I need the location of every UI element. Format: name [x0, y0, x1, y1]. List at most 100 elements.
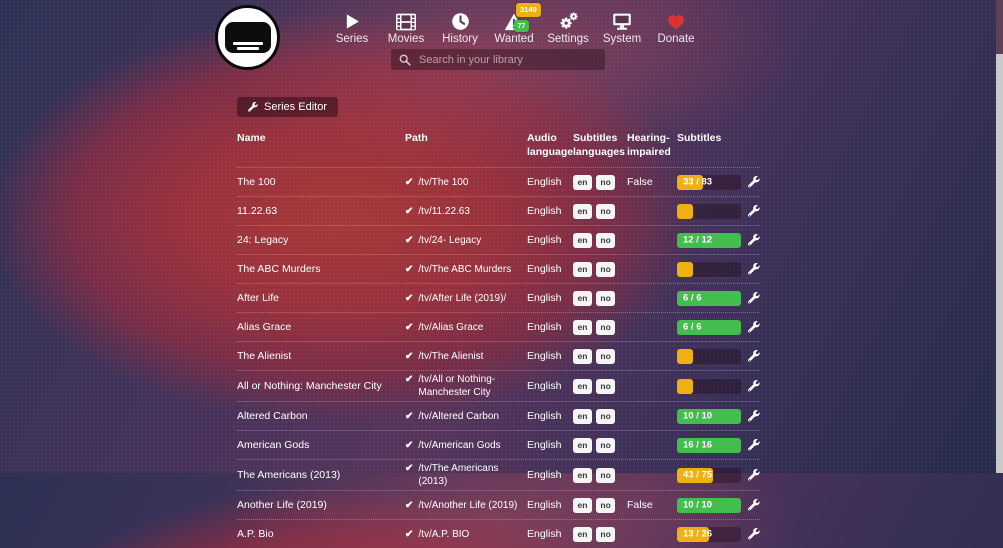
subtitles-progress-bar — [677, 203, 741, 219]
scrollbar-thumb[interactable] — [996, 0, 1003, 54]
table-row: 11.22.63 ✔ /tv/11.22.63 English en no — [237, 196, 760, 225]
subtitles-progress-label: 43 / 75 — [683, 469, 713, 481]
edit-series-button[interactable] — [743, 292, 760, 304]
subtitles-progress-label: 16 / 16 — [683, 439, 713, 451]
nav-label: History — [442, 33, 478, 45]
edit-series-button[interactable] — [743, 205, 760, 217]
lang-badge: no — [595, 467, 616, 483]
wrench-icon — [748, 439, 760, 451]
wrench-icon — [748, 205, 760, 217]
series-name-link[interactable]: A.P. Bio — [237, 527, 274, 540]
wrench-icon — [248, 102, 258, 112]
series-name-link[interactable]: Altered Carbon — [237, 409, 308, 422]
subtitles-progress-bar: 16 / 16 — [677, 437, 741, 453]
table-row: Another Life (2019) ✔ /tv/Another Life (… — [237, 490, 760, 519]
series-table: Name Path Audio language Subtitles langu… — [237, 132, 760, 548]
series-path-text: /tv/The Americans (2013) — [418, 463, 499, 488]
series-name-link[interactable]: The ABC Murders — [237, 262, 321, 275]
audio-language: English — [527, 205, 562, 218]
series-path-text: /tv/American Gods — [418, 439, 501, 451]
table-row: Altered Carbon ✔ /tv/Altered Carbon Engl… — [237, 401, 760, 430]
hearing-impaired-value: False — [627, 499, 653, 512]
nav-item-history[interactable]: History — [433, 7, 487, 45]
path-exists-check-icon: ✔ — [405, 499, 414, 511]
subtitles-progress-bar: 6 / 6 — [677, 290, 741, 306]
path-exists-check-icon: ✔ — [405, 374, 414, 386]
lang-badge: no — [595, 526, 616, 542]
lang-badge: no — [595, 348, 616, 364]
subtitles-progress-bar: 10 / 10 — [677, 408, 741, 424]
lang-badge: en — [573, 203, 592, 219]
column-header-name: Name — [237, 132, 266, 144]
path-exists-check-icon: ✔ — [405, 292, 414, 304]
bazarr-logo[interactable] — [215, 5, 280, 70]
edit-series-button[interactable] — [743, 469, 760, 481]
series-name-link[interactable]: American Gods — [237, 438, 310, 451]
table-row: Alias Grace ✔ /tv/Alias Grace English en… — [237, 312, 760, 341]
series-path-cell: ✔ /tv/American Gods — [405, 439, 527, 452]
wrench-icon — [748, 350, 760, 362]
series-path-text: /tv/The ABC Murders — [418, 263, 512, 275]
nav-label: Series — [335, 33, 369, 45]
subtitles-progress-fill — [677, 319, 741, 335]
series-name-link[interactable]: The 100 — [237, 175, 276, 188]
series-editor-label: Series Editor — [264, 101, 327, 113]
lang-badge: no — [595, 232, 616, 248]
edit-series-button[interactable] — [743, 410, 760, 422]
subtitles-progress-fill — [677, 378, 693, 394]
audio-language: English — [527, 321, 562, 334]
search-icon — [399, 54, 411, 66]
audio-language: English — [527, 380, 562, 393]
nav-item-donate[interactable]: Donate — [649, 7, 703, 45]
search-input[interactable] — [417, 52, 597, 67]
edit-series-button[interactable] — [743, 350, 760, 362]
series-path-cell: ✔ /tv/The Alienist — [405, 350, 527, 363]
audio-language: English — [527, 176, 562, 189]
nav-item-system[interactable]: System — [595, 7, 649, 45]
lang-badge: en — [573, 290, 592, 306]
subtitle-language-badges: en no — [573, 497, 627, 513]
series-editor-button[interactable]: Series Editor — [237, 97, 338, 117]
series-path-cell: ✔ /tv/The Americans (2013) — [405, 462, 527, 488]
edit-series-button[interactable] — [743, 380, 760, 392]
wrench-icon — [748, 234, 760, 246]
path-exists-check-icon: ✔ — [405, 528, 414, 540]
audio-language: English — [527, 350, 562, 363]
series-name-link[interactable]: 24: Legacy — [237, 233, 289, 246]
series-path-cell: ✔ /tv/All or Nothing- Manchester City — [405, 373, 527, 399]
lang-badge: no — [595, 174, 616, 190]
series-name-link[interactable]: Another Life (2019) — [237, 498, 327, 511]
lang-badge: no — [595, 203, 616, 219]
edit-series-button[interactable] — [743, 263, 760, 275]
edit-series-button[interactable] — [743, 528, 760, 540]
lang-badge: no — [595, 378, 616, 394]
edit-series-button[interactable] — [743, 234, 760, 246]
series-name-link[interactable]: The Americans (2013) — [237, 468, 341, 481]
subtitles-progress-bar: 33 / 83 — [677, 174, 741, 190]
series-page: Series Editor Name Path Audio language S… — [219, 97, 764, 548]
page-scrollbar[interactable] — [996, 0, 1003, 473]
series-name-link[interactable]: The Alienist — [237, 349, 292, 362]
path-exists-check-icon: ✔ — [405, 350, 414, 362]
edit-series-button[interactable] — [743, 499, 760, 511]
edit-series-button[interactable] — [743, 321, 760, 333]
series-name-link[interactable]: Alias Grace — [237, 320, 292, 333]
lang-badge: en — [573, 348, 592, 364]
desktop-icon — [612, 7, 632, 31]
subtitles-progress-label: 6 / 6 — [683, 321, 702, 333]
nav-item-series[interactable]: Series — [325, 7, 379, 45]
series-name-link[interactable]: 11.22.63 — [237, 204, 278, 217]
table-row: American Gods ✔ /tv/American Gods Englis… — [237, 430, 760, 459]
column-header-subtitles: Subtitles — [677, 132, 722, 144]
nav-item-movies[interactable]: Movies — [379, 7, 433, 45]
series-name-link[interactable]: After Life — [237, 291, 280, 304]
lang-badge: en — [573, 497, 592, 513]
edit-series-button[interactable] — [743, 176, 760, 188]
lang-badge: en — [573, 319, 592, 335]
wrench-icon — [748, 263, 760, 275]
edit-series-button[interactable] — [743, 439, 760, 451]
wrench-icon — [748, 469, 760, 481]
nav-item-settings[interactable]: Settings — [541, 7, 595, 45]
nav-item-wanted[interactable]: 3149 77 Wanted — [487, 3, 541, 45]
series-name-link[interactable]: All or Nothing: Manchester City — [237, 379, 382, 392]
